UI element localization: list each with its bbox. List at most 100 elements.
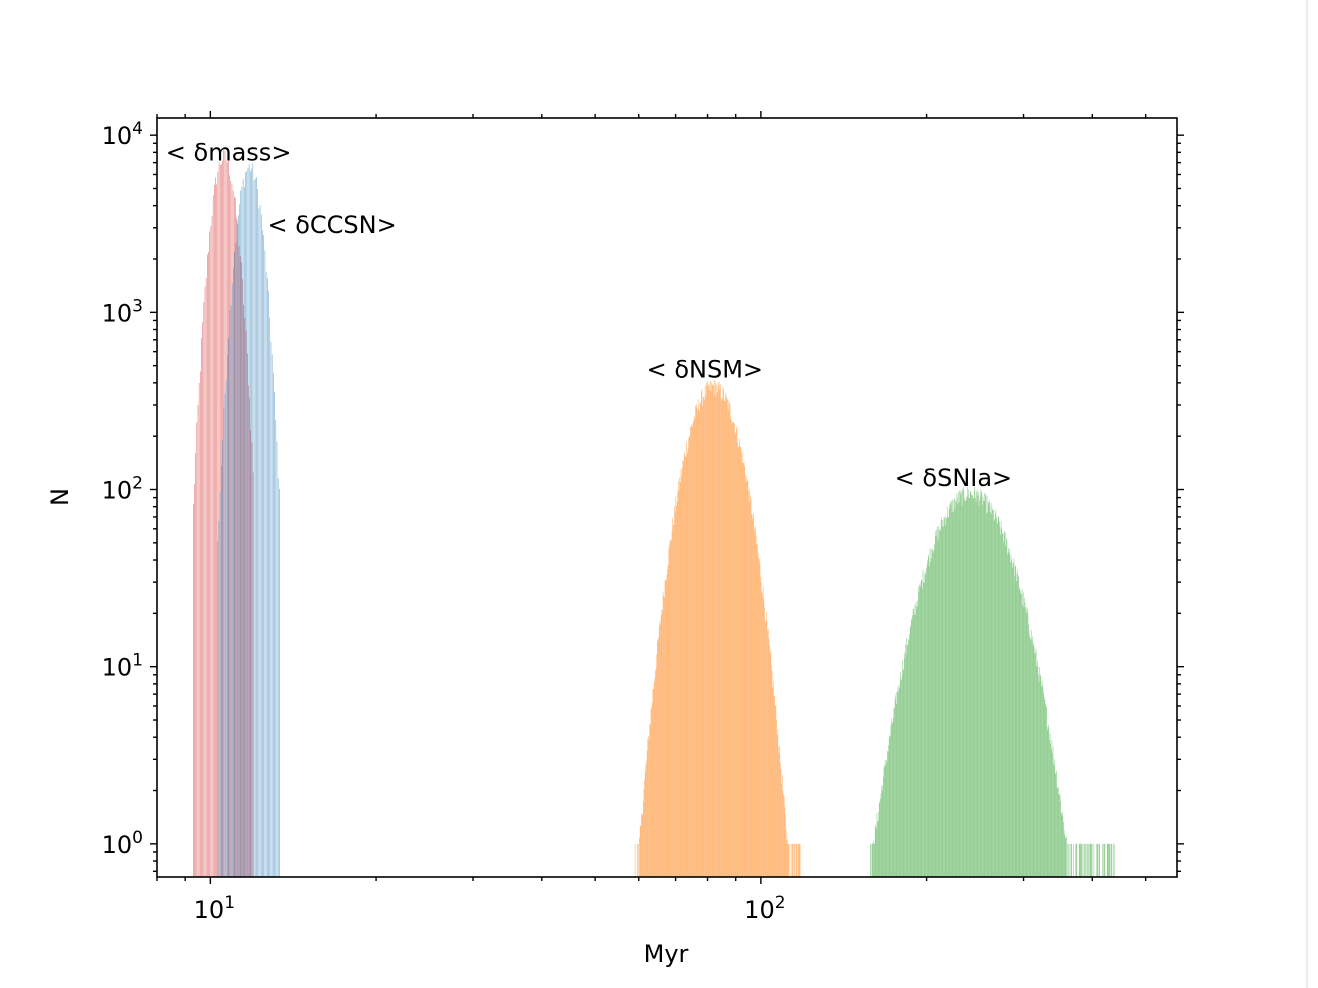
histogram-bar: [767, 630, 768, 877]
histogram-bar: [902, 660, 903, 877]
histogram-bar: [694, 418, 696, 877]
histogram-bar: [932, 548, 934, 877]
histogram-bar: [1002, 533, 1004, 877]
histogram-bar: [698, 409, 700, 877]
histogram-bar: [971, 495, 972, 877]
histogram-bar: [241, 187, 243, 877]
histogram-bar: [196, 422, 198, 877]
histogram-bar: [901, 675, 903, 877]
histogram-bar: [1038, 674, 1039, 877]
histogram-bar: [697, 399, 699, 877]
histogram-bar: [990, 514, 992, 877]
series-1-bars: [217, 162, 280, 877]
histogram-bar: [924, 573, 926, 877]
histogram-bar: [895, 692, 897, 877]
histogram-bar: [711, 385, 713, 877]
histogram-bar: [910, 627, 912, 877]
histogram-bar: [929, 565, 930, 877]
histogram-bar: [706, 386, 708, 877]
histogram-bar: [273, 373, 274, 877]
histogram-bar: [714, 379, 716, 877]
histogram-bar: [224, 393, 226, 877]
histogram-bar: [1051, 739, 1053, 877]
histogram-bar: [1114, 843, 1116, 877]
histogram-bar: [893, 707, 895, 877]
histogram-bar: [908, 640, 910, 877]
histogram-bar: [959, 490, 961, 877]
histogram-bar: [709, 384, 710, 877]
histogram-bar: [947, 517, 949, 877]
histogram-bar: [1017, 575, 1019, 877]
histogram-bar: [645, 764, 647, 877]
histogram-bar: [1108, 843, 1109, 877]
histogram-bar: [871, 843, 873, 877]
histogram-bar: [919, 582, 921, 877]
x-tick-label: 101: [194, 893, 235, 924]
histogram-bar: [955, 500, 956, 877]
histogram-bar: [1064, 838, 1066, 877]
histogram-bar: [267, 278, 268, 877]
histogram-bar: [780, 762, 781, 877]
histogram-bar: [759, 563, 761, 877]
histogram-bar: [671, 530, 673, 877]
histogram-bar: [686, 441, 687, 877]
histogram-bar: [937, 526, 938, 877]
histogram-bar: [960, 490, 962, 877]
histogram-bar: [906, 645, 908, 877]
histogram-bar: [656, 654, 658, 877]
histogram-bar: [242, 278, 243, 877]
histogram-bar: [994, 519, 995, 877]
histogram-bar: [744, 466, 745, 877]
histogram-bar: [877, 821, 878, 877]
y-axis-label: N: [46, 488, 74, 506]
histogram-bar: [973, 498, 975, 877]
histogram-bar: [1004, 532, 1006, 877]
histogram-bar: [1080, 843, 1082, 877]
histogram-bar: [745, 482, 747, 877]
histogram-bar: [904, 657, 906, 877]
histogram-bar: [1020, 593, 1022, 877]
histogram-bar: [904, 652, 905, 877]
histogram-bar: [907, 645, 909, 877]
histogram-bar: [916, 600, 918, 877]
histogram-bar: [676, 506, 677, 877]
histogram-bar: [194, 484, 195, 877]
histogram-bar: [246, 171, 248, 877]
histogram-bar: [727, 399, 728, 877]
histogram-bar: [1006, 537, 1007, 877]
histogram-bar: [937, 540, 939, 877]
histogram-bar: [1032, 636, 1033, 877]
histogram-bar: [1024, 602, 1026, 877]
histogram-bar: [223, 407, 225, 877]
histogram-bar: [947, 506, 948, 877]
histogram-bar: [731, 423, 733, 877]
histogram-bar: [927, 560, 928, 877]
histogram-bar: [250, 430, 251, 877]
histogram-bar: [920, 586, 921, 877]
histogram-bar: [1107, 843, 1109, 877]
histogram-bar: [1109, 843, 1110, 877]
histogram-bar: [754, 530, 756, 877]
histogram-bar: [1063, 822, 1064, 877]
histogram-bar: [234, 251, 235, 877]
histogram-bar: [948, 508, 950, 877]
histogram-bar: [753, 527, 755, 877]
histogram-bar: [1093, 843, 1095, 877]
histogram-bar: [874, 843, 875, 877]
histogram-bar: [215, 177, 216, 877]
histogram-bar: [722, 387, 724, 877]
histogram-bar: [766, 612, 767, 877]
histogram-bar: [892, 718, 894, 877]
histogram-bar: [761, 591, 763, 877]
histogram-bar: [660, 623, 661, 877]
histogram-bar: [1109, 843, 1111, 877]
histogram-bar: [195, 453, 196, 877]
histogram-bar: [1050, 749, 1052, 877]
histogram-bar: [1025, 608, 1026, 877]
histogram-bar: [757, 552, 759, 877]
histogram-bar: [897, 691, 898, 877]
histogram-bar: [925, 571, 926, 877]
histogram-bar: [1047, 730, 1049, 877]
histogram-bar: [683, 461, 684, 877]
histogram-bar: [796, 843, 798, 877]
